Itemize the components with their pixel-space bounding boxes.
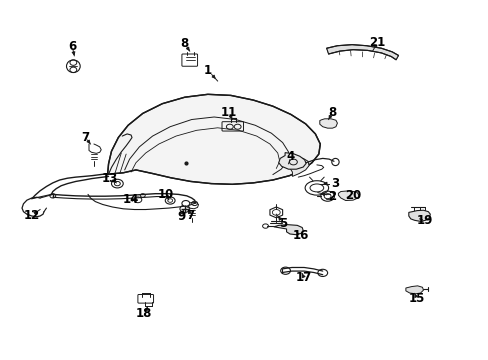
Text: 2: 2 [328, 190, 336, 203]
Text: 7: 7 [81, 131, 89, 144]
Text: 7: 7 [186, 209, 194, 222]
Polygon shape [107, 94, 320, 184]
Text: 18: 18 [136, 307, 152, 320]
Text: 3: 3 [330, 177, 338, 190]
Text: 14: 14 [122, 193, 139, 206]
Text: 9: 9 [178, 210, 185, 222]
Text: 12: 12 [23, 209, 40, 222]
Polygon shape [273, 225, 303, 235]
Polygon shape [278, 153, 305, 169]
Text: 11: 11 [220, 106, 237, 119]
Text: 15: 15 [407, 292, 424, 305]
Text: 17: 17 [295, 271, 312, 284]
Text: 21: 21 [368, 36, 385, 49]
Text: 6: 6 [68, 40, 76, 53]
Text: 20: 20 [344, 189, 361, 202]
Polygon shape [319, 119, 337, 128]
Text: 8: 8 [328, 106, 336, 119]
Text: 8: 8 [181, 37, 188, 50]
Text: 19: 19 [415, 214, 432, 227]
Text: 4: 4 [286, 150, 294, 163]
Polygon shape [338, 191, 358, 201]
Polygon shape [289, 158, 308, 176]
Text: 1: 1 [203, 64, 211, 77]
Text: 10: 10 [158, 188, 174, 201]
Circle shape [182, 201, 189, 206]
Polygon shape [326, 45, 398, 60]
Text: 13: 13 [102, 172, 118, 185]
Polygon shape [405, 286, 423, 294]
Text: 16: 16 [292, 229, 308, 242]
Polygon shape [408, 210, 429, 221]
Text: 5: 5 [279, 217, 287, 230]
